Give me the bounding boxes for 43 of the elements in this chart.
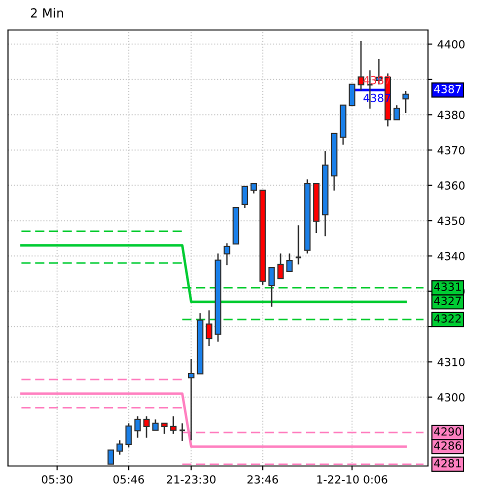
candlestick [268, 266, 275, 308]
y-tick-label: 4300 [438, 393, 465, 402]
series-label: 4331 [434, 282, 461, 291]
y-tick-label: 4350 [438, 216, 465, 226]
x-tick-label: 1-22-10 0:06 [317, 475, 388, 484]
chart-title: 2 Min [30, 8, 64, 18]
y-tick-label: 4310 [438, 358, 465, 366]
text: 4387 [434, 84, 461, 94]
legend-label: 4322 [434, 314, 461, 323]
candlestick [348, 84, 356, 106]
series-label: 4290 [434, 427, 462, 436]
candlestick [125, 422, 132, 448]
candlestick [206, 310, 212, 347]
candlestick [277, 252, 284, 280]
candlestick [250, 182, 257, 194]
candlestick [161, 422, 168, 435]
candlestick [294, 224, 302, 266]
candlestick [188, 358, 194, 441]
legend-label: 4327 [434, 296, 461, 306]
candlestick [286, 252, 293, 272]
x-tick-label: 23:46 [247, 475, 278, 484]
candlestick [402, 90, 409, 114]
candlestick [224, 242, 230, 266]
candlestick [393, 104, 400, 120]
y-tick-label: 4400 [438, 40, 465, 48]
candlestick [178, 422, 186, 442]
y-tick-label: 4340 [438, 252, 465, 260]
candlestick [143, 416, 150, 438]
x-tick-label: 05:46 [113, 475, 144, 484]
candlestick [242, 186, 248, 209]
x-tick-label: 05:30 [42, 475, 72, 484]
candlestick [152, 418, 159, 432]
candlestick [170, 416, 177, 435]
legend-label: 4281 [434, 459, 461, 468]
x-tick-label: 21-23:30 [166, 475, 216, 484]
y-tick-label: 4380 [438, 110, 465, 120]
candlestick [134, 416, 141, 438]
legend-label: 4286 [434, 441, 462, 450]
candlestick [108, 450, 114, 465]
candlestick [116, 440, 123, 456]
y-tick-label: 4370 [438, 146, 465, 154]
y-tick-label: 4360 [438, 181, 465, 190]
candlestick [358, 40, 364, 92]
